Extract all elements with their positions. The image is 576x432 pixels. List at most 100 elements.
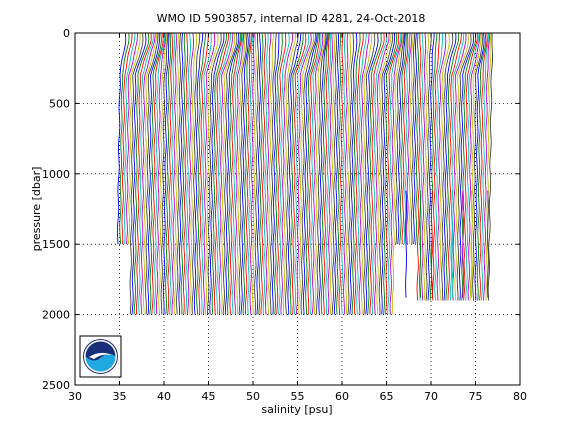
profile-line — [123, 32, 136, 245]
profile-line — [432, 32, 441, 301]
profile-line — [220, 32, 236, 315]
profile-line — [229, 32, 243, 315]
profile-line — [371, 33, 388, 315]
profile-line — [119, 32, 130, 245]
profile-line — [153, 32, 165, 315]
profile-line — [333, 32, 340, 315]
profile-line — [351, 32, 361, 315]
profile-line — [207, 32, 222, 315]
profile-line — [265, 32, 272, 315]
profile-line — [129, 32, 144, 315]
profile-line — [425, 32, 432, 301]
profile-line — [471, 190, 473, 298]
profile-line — [180, 32, 186, 315]
profile-line — [452, 32, 467, 301]
profile-line — [395, 32, 405, 245]
profile-line — [487, 190, 489, 298]
profile-line — [413, 32, 417, 245]
x-axis-label: salinity [psu] — [261, 403, 332, 416]
x-tick-label: 30 — [68, 390, 82, 403]
x-tick-label: 75 — [469, 390, 483, 403]
profile-line — [209, 33, 225, 315]
profile-line — [345, 33, 351, 315]
profile-line — [133, 32, 150, 315]
profile-line — [278, 32, 290, 315]
profile-line — [285, 32, 299, 315]
profile-line — [160, 32, 169, 315]
profile-line — [125, 32, 139, 245]
profile-line — [485, 32, 492, 301]
y-axis-label: pressure [dbar] — [30, 167, 43, 252]
profile-line — [438, 32, 450, 301]
profile-line — [329, 32, 335, 315]
x-tick-label: 45 — [202, 390, 216, 403]
profile-line — [327, 33, 333, 315]
profile-line — [127, 32, 141, 245]
profile-line — [416, 32, 422, 301]
profile-line — [331, 32, 337, 315]
profile-line — [244, 32, 252, 315]
profile-line — [202, 32, 216, 315]
profile-line — [445, 32, 460, 301]
profile-line — [292, 32, 307, 315]
profile-line — [302, 32, 318, 315]
profile-line — [487, 32, 493, 301]
profile-line — [338, 32, 344, 315]
profile-line — [234, 32, 245, 315]
profile-line — [138, 33, 154, 315]
profile-line — [191, 33, 201, 315]
logo-water — [85, 354, 116, 372]
profile-line — [200, 32, 212, 315]
profile-line — [323, 32, 330, 315]
profile-line — [238, 32, 247, 315]
profile-line — [391, 32, 404, 315]
profile-line — [434, 32, 443, 301]
profile-line — [421, 32, 427, 301]
profile-line — [131, 32, 147, 315]
profile-line — [401, 32, 409, 245]
chart-title: WMO ID 5903857, internal ID 4281, 24-Oct… — [157, 12, 426, 25]
profile-line — [316, 32, 327, 315]
profile-line — [116, 32, 127, 245]
profile-line — [211, 32, 227, 315]
profile-line — [247, 32, 254, 315]
profile-line — [354, 33, 364, 315]
profile-line — [410, 32, 416, 245]
profile-line — [158, 32, 168, 315]
profile-line — [318, 33, 328, 315]
profile-line — [367, 32, 382, 315]
profile-line — [231, 32, 244, 315]
profile-line — [387, 32, 401, 315]
profile-line — [218, 32, 233, 315]
profile-line — [376, 32, 392, 315]
x-tick-label: 60 — [335, 390, 349, 403]
profile-line — [167, 32, 174, 315]
profile-line — [399, 32, 407, 245]
profile-line — [271, 32, 280, 315]
profile-line — [465, 32, 480, 301]
profile-line — [256, 32, 262, 315]
y-tick-label: 500 — [49, 97, 70, 110]
profile-line — [187, 32, 194, 315]
profile-line — [459, 32, 475, 301]
profile-line — [347, 32, 355, 315]
profile-line — [436, 32, 447, 301]
profile-line — [449, 32, 465, 301]
profile-line — [216, 32, 232, 315]
profile-line — [469, 32, 482, 301]
profile-line — [363, 32, 376, 315]
x-tick-label: 40 — [157, 390, 171, 403]
profile-line — [269, 32, 277, 315]
profile-line — [287, 32, 302, 315]
y-tick-label: 1500 — [42, 238, 70, 251]
profile-line — [149, 32, 162, 315]
profile-line — [189, 32, 198, 315]
profile-lines — [116, 32, 493, 315]
profile-line — [427, 32, 435, 301]
profile-line — [274, 32, 283, 315]
profile-line — [151, 32, 164, 315]
profile-line — [385, 32, 400, 315]
profile-line — [374, 32, 390, 315]
profile-line — [176, 32, 182, 315]
profile-line — [406, 32, 412, 245]
